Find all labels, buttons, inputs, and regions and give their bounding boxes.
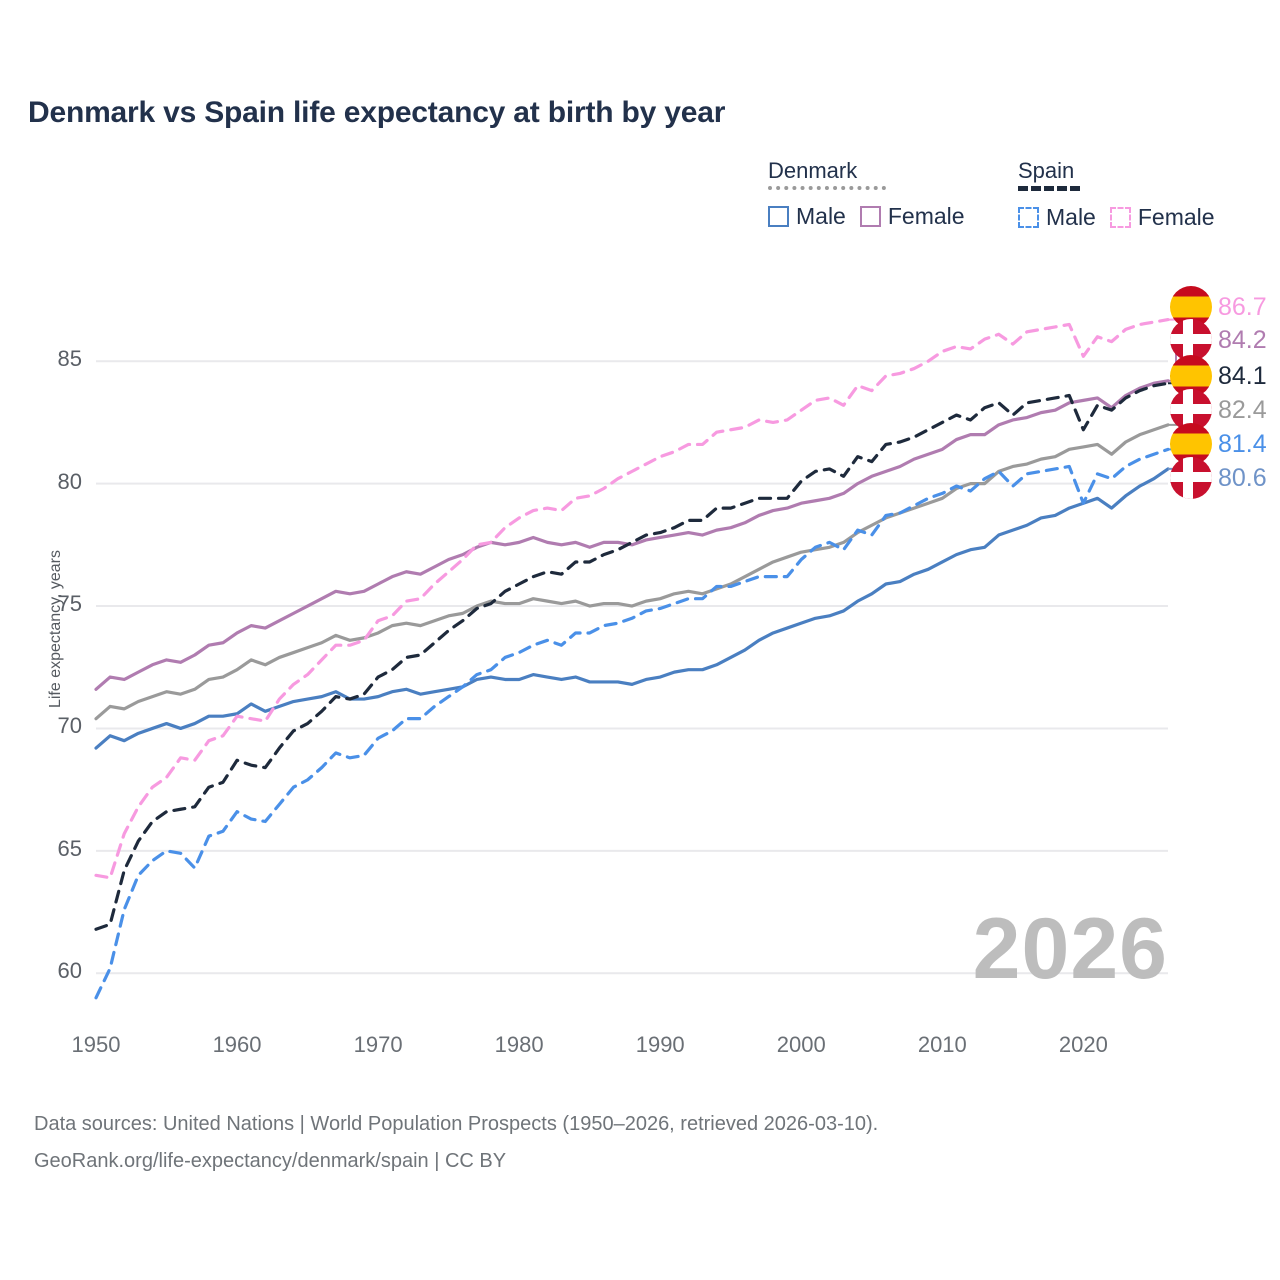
legend-item-spain-male[interactable]: Male bbox=[1018, 204, 1096, 231]
series-line-spain-female bbox=[94, 317, 1170, 880]
series-line-spain-total bbox=[94, 381, 1170, 931]
series-line-denmark-female bbox=[94, 379, 1170, 691]
end-value-text: 86.7 bbox=[1218, 292, 1267, 321]
x-tick-2000: 2000 bbox=[776, 1032, 826, 1057]
legend-rule-denmark bbox=[768, 186, 886, 194]
year-watermark: 2026 bbox=[972, 901, 1168, 997]
series-line-denmark-total bbox=[94, 423, 1170, 721]
series-line-denmark-male bbox=[94, 467, 1170, 750]
y-tick-85: 85 bbox=[57, 346, 82, 372]
y-tick-60: 60 bbox=[57, 958, 82, 984]
end-value-text: 84.2 bbox=[1218, 325, 1267, 354]
page-title: Denmark vs Spain life expectancy at birt… bbox=[28, 96, 726, 129]
legend-group-spain: Spain Male Female bbox=[1018, 158, 1215, 231]
y-tick-65: 65 bbox=[57, 835, 82, 861]
y-tick-75: 75 bbox=[57, 591, 82, 617]
x-tick-1990: 1990 bbox=[635, 1032, 685, 1057]
y-tick-80: 80 bbox=[57, 468, 82, 494]
legend-country-spain: Spain bbox=[1018, 158, 1075, 183]
legend-label-spain-female: Female bbox=[1137, 204, 1215, 230]
end-label-86.7: 86.7 bbox=[1170, 284, 1267, 330]
footer-line-2: GeoRank.org/life-expectancy/denmark/spai… bbox=[34, 1150, 507, 1172]
end-label-80.6: 80.6 bbox=[1170, 455, 1267, 501]
chart-legend: Denmark Male Female Spain Male bbox=[760, 158, 1260, 244]
legend-swatch-spain-male bbox=[1018, 207, 1039, 228]
series-line-spain-male bbox=[94, 447, 1170, 1000]
end-value-text: 82.4 bbox=[1218, 395, 1267, 424]
legend-group-denmark: Denmark Male Female bbox=[768, 158, 965, 230]
legend-label-spain-male: Male bbox=[1046, 204, 1096, 230]
x-tick-1960: 1960 bbox=[212, 1032, 262, 1057]
x-tick-1970: 1970 bbox=[353, 1032, 403, 1057]
legend-swatch-spain-female bbox=[1109, 207, 1131, 228]
denmark-flag-icon bbox=[1170, 457, 1212, 499]
end-value-text: 84.1 bbox=[1218, 361, 1267, 390]
footer-line-1: Data sources: United Nations | World Pop… bbox=[34, 1113, 879, 1135]
y-tick-70: 70 bbox=[57, 713, 82, 739]
legend-swatch-denmark-female bbox=[859, 206, 881, 227]
y-axis-label: Life expectancy, years bbox=[47, 550, 64, 709]
x-tick-2020: 2020 bbox=[1058, 1032, 1108, 1057]
line-chart-plot bbox=[94, 306, 1177, 1000]
legend-country-denmark: Denmark bbox=[768, 158, 858, 183]
legend-label-denmark-female: Female bbox=[887, 203, 965, 229]
legend-item-denmark-male[interactable]: Male bbox=[768, 203, 846, 230]
end-value-text: 80.6 bbox=[1218, 463, 1267, 492]
legend-item-denmark-female[interactable]: Female bbox=[859, 203, 965, 230]
legend-item-spain-female[interactable]: Female bbox=[1109, 204, 1215, 231]
footer-sources: Data sources: United Nations | World Pop… bbox=[34, 1106, 878, 1180]
x-tick-2010: 2010 bbox=[917, 1032, 967, 1057]
denmark-flag-icon bbox=[1170, 319, 1212, 361]
end-value-text: 81.4 bbox=[1218, 429, 1267, 458]
legend-label-denmark-male: Male bbox=[796, 203, 846, 229]
legend-rule-spain bbox=[1018, 186, 1080, 195]
end-label-84.2: 84.2 bbox=[1170, 317, 1267, 363]
x-tick-1950: 1950 bbox=[71, 1032, 121, 1057]
legend-swatch-denmark-male bbox=[768, 206, 789, 227]
x-tick-1980: 1980 bbox=[494, 1032, 544, 1057]
